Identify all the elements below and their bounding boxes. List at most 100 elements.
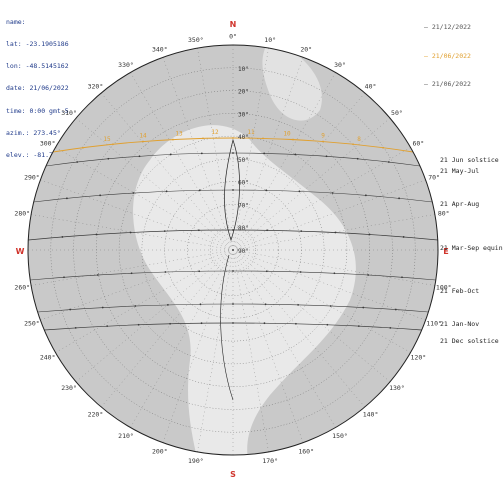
hour-label: 13 [175, 130, 183, 137]
info-elevation: elev.: -81.77° [6, 151, 61, 160]
hour-marker [169, 153, 172, 156]
hour-marker [263, 152, 266, 155]
hour-marker [199, 303, 202, 306]
hour-marker [165, 190, 168, 193]
hour-marker [76, 161, 79, 163]
hour-marker [200, 322, 203, 325]
elevation-tick-label: 60° [238, 180, 249, 187]
hour-marker [232, 152, 234, 154]
hour-marker [357, 325, 360, 328]
elevation-tick-label: 40° [238, 134, 249, 141]
azimuth-tick-label: 210° [118, 432, 134, 440]
azimuth-tick-label: 10° [264, 36, 276, 44]
hour-marker [362, 306, 365, 309]
hour-marker [172, 138, 174, 141]
hour-marker [82, 146, 84, 149]
hour-label: 9 [321, 133, 325, 140]
info-time: time: 0:00 gmt-5 [6, 106, 69, 115]
azimuth-tick-label: 350° [188, 36, 204, 44]
elevation-tick-label: 20° [238, 89, 249, 96]
hour-marker [364, 194, 367, 197]
azimuth-tick-label: 0° [229, 33, 237, 41]
sun-path-label: 21 Dec solstice [440, 337, 499, 345]
info-lat: lat: -23.1905186 [6, 40, 69, 49]
hour-label: 14 [139, 133, 147, 140]
sun-path-label: 21 Jan-Nov [440, 320, 479, 328]
hour-marker [63, 276, 65, 279]
hour-label: 15 [103, 136, 111, 143]
elevation-ring [187, 204, 279, 296]
hour-label: 11 [247, 129, 255, 136]
map-land [133, 45, 356, 455]
elevation-tick-label: 30° [238, 111, 249, 118]
elevation-ring [50, 67, 416, 433]
hour-marker [322, 140, 324, 143]
cardinal-north-label: N [230, 20, 237, 29]
hour-marker [142, 140, 144, 143]
hour-marker [264, 303, 267, 306]
hour-marker [66, 197, 68, 200]
azimuth-tick-label: 130° [389, 384, 405, 392]
hour-marker [232, 229, 234, 231]
legend-item-june: — 21/06/2022 [424, 80, 471, 88]
azimuth-tick-label: 170° [262, 457, 278, 465]
hour-marker [326, 323, 329, 326]
hour-label: 10 [283, 130, 291, 137]
info-name: name: [6, 17, 26, 26]
cardinal-south-label: S [230, 470, 236, 479]
azimuth-tick-label: 250° [24, 320, 40, 328]
hour-marker [292, 138, 294, 141]
elevation-tick-label: 50° [238, 157, 249, 164]
hour-marker [101, 306, 104, 309]
hour-marker [74, 326, 77, 329]
hour-marker [166, 303, 169, 306]
sun-path-label: 21 May-Jul [440, 167, 479, 175]
hour-marker [197, 229, 200, 232]
sun-position-track [220, 254, 234, 401]
azimuth-tick-label: 330° [118, 61, 134, 69]
azimuth-tick-label: 230° [61, 384, 77, 392]
hour-marker [232, 270, 234, 272]
sun-path-label: 21 Mar-Sep equinox [440, 244, 503, 252]
hour-marker [329, 305, 332, 307]
hour-marker [389, 326, 392, 329]
hour-marker [262, 137, 264, 140]
azimuth-tick-label: 80° [438, 209, 450, 217]
hour-label: 8 [357, 136, 361, 143]
hour-marker [300, 230, 303, 233]
hour-marker [297, 303, 300, 306]
azimuth-tick-label: 320° [88, 83, 104, 91]
hour-marker [394, 308, 397, 311]
hour-marker [106, 325, 109, 328]
diagram-labels: 0° 10° 20° 30° 40° 50° 60° 70° 80° 100° 110° 120° 13… [14, 20, 503, 479]
azimuth-tick-label: 190° [188, 457, 204, 465]
azimuth-tick-label: 110° [426, 320, 442, 328]
elevation-ring [141, 158, 325, 342]
hour-marker [99, 194, 102, 197]
azimuth-tick-label: 290° [24, 173, 40, 181]
hour-marker [129, 231, 132, 234]
hour-marker [96, 274, 99, 276]
hour-marker [232, 189, 234, 191]
legend-item-december: — 21/12/2022 [424, 23, 471, 31]
elevation-ring [118, 135, 348, 365]
hour-marker [294, 153, 297, 156]
elevation-ring [210, 227, 256, 273]
sun-path-label: 21 Jun solstice [440, 156, 499, 164]
hour-marker [61, 236, 64, 238]
azimuth-tick-label: 120° [411, 354, 427, 362]
sun-paths [28, 137, 438, 401]
azimuth-tick-label: 70° [428, 173, 440, 181]
azimuth-tick-label: 30° [334, 61, 346, 69]
azimuth-tick-label: 100° [436, 284, 452, 292]
hour-marker [398, 197, 400, 200]
hour-marker [333, 272, 336, 275]
hour-marker [325, 155, 328, 158]
hour-marker [298, 190, 301, 193]
hour-marker [198, 270, 201, 273]
sun-path-label: 21 Apr-Aug [440, 200, 479, 208]
elevation-ring [73, 90, 393, 410]
hour-marker [266, 229, 269, 232]
azimuth-tick-label: 280° [14, 209, 30, 217]
